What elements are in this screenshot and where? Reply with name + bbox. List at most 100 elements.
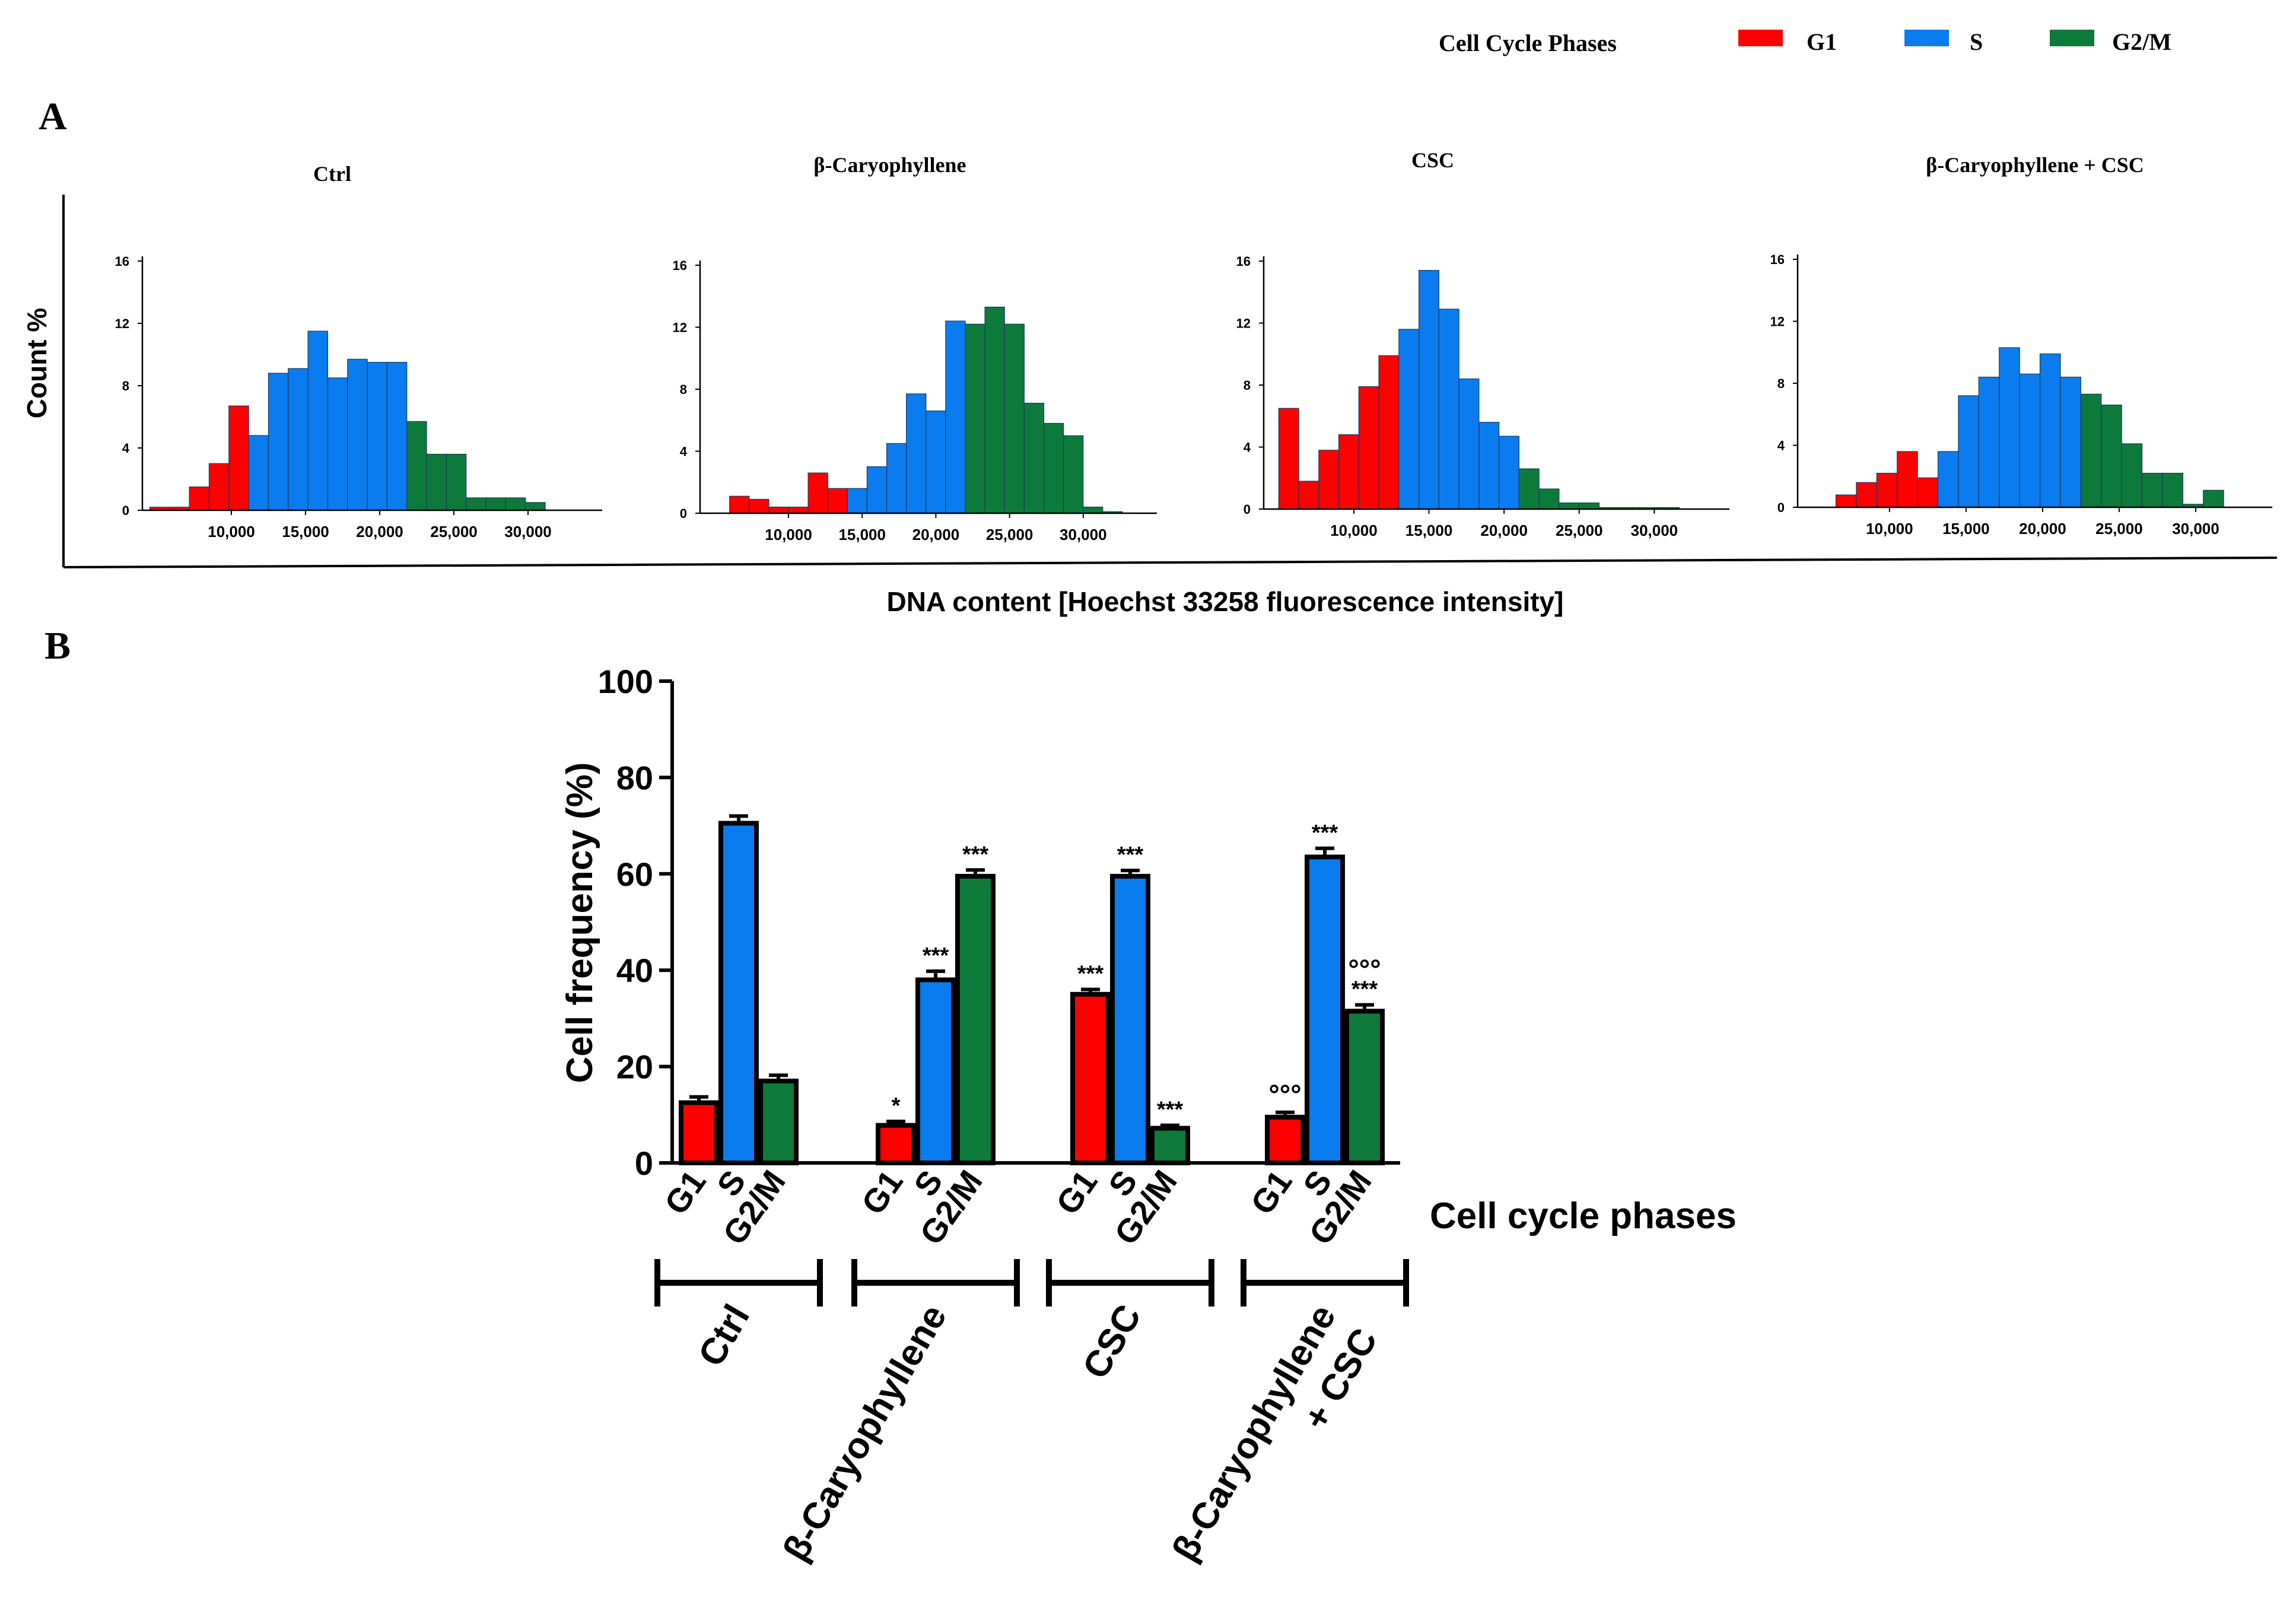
histogram-bar <box>446 453 467 511</box>
histogram-xtick-label: 20,000 <box>1480 522 1528 539</box>
bar-s <box>915 977 956 1165</box>
significance-mark-secondary: °°° <box>1348 954 1381 985</box>
significance-mark: *** <box>1117 843 1144 867</box>
histogram-bar <box>1023 402 1045 514</box>
histogram-ytick-label: 8 <box>1244 378 1251 393</box>
histogram-2: β-Caryophyllene 0 4 8 12 16 10,000 15,000 20,000… <box>673 153 1157 543</box>
bar-g1 <box>1070 991 1111 1166</box>
histogram-bar <box>729 495 750 514</box>
bar-ytick-label: 0 <box>635 1145 653 1182</box>
histogram-bar <box>347 358 368 511</box>
panel-b-letter: B <box>44 624 71 667</box>
histogram-bar <box>827 488 848 514</box>
significance-mark: *** <box>1077 962 1104 987</box>
histogram-bar <box>1398 329 1420 510</box>
histogram-ytick-label: 16 <box>115 254 129 269</box>
phase-tick-label: G1 <box>1048 1164 1104 1221</box>
histogram-bar <box>1917 477 1939 508</box>
legend: Cell Cycle Phases G1 S G2/M <box>1439 28 2171 56</box>
significance-mark: *** <box>1312 821 1338 845</box>
histogram-xtick-label: 25,000 <box>1556 522 1603 539</box>
histogram-bar <box>1338 434 1359 510</box>
bar-chart-panel: 0 20 40 60 80 100 Cell frequency (%) Cell cycle… <box>559 663 1737 1568</box>
histogram-bar <box>866 466 888 514</box>
histogram-bar <box>2080 393 2102 508</box>
histogram-bar <box>1083 506 1104 514</box>
histogram-bar <box>1004 323 1025 514</box>
histogram-bar <box>1559 502 1580 510</box>
histogram-1: Ctrl 0 4 8 12 16 10,000 15,000 20,000 25,000 30,00… <box>115 162 602 541</box>
group-label: CSC <box>1075 1298 1149 1386</box>
bar-s <box>718 821 759 1166</box>
histogram-bar <box>2203 489 2224 508</box>
legend-swatch-g2m <box>2050 30 2094 46</box>
histogram-bar <box>807 472 828 514</box>
legend-swatch-g1 <box>1738 30 1783 46</box>
histogram-xtick-label: 25,000 <box>430 523 478 541</box>
histogram-bar <box>768 506 789 514</box>
bar-group: *G1***S***G2/Mβ-Caryophyllene <box>775 842 1020 1568</box>
phase-tick-label: G1 <box>854 1164 910 1221</box>
histogram-bar <box>248 435 269 511</box>
histogram-ytick-label: 8 <box>122 379 129 393</box>
histogram-bar <box>1318 450 1340 510</box>
histogram-bar <box>1999 347 2020 508</box>
histogram-bar <box>2162 472 2183 508</box>
histogram-bar <box>2019 373 2041 508</box>
histogram-bar <box>1579 502 1600 510</box>
group-label: β-Caryophyllene <box>1164 1298 1344 1568</box>
bar-ytick-label: 20 <box>616 1048 653 1086</box>
histogram-xtick-label: 25,000 <box>986 526 1033 543</box>
histogram-ytick-label: 16 <box>1236 254 1251 269</box>
histogram-bar <box>906 393 927 514</box>
histogram-bar <box>1458 378 1480 510</box>
legend-swatch-s <box>1904 30 1949 46</box>
histogram-bar <box>1419 270 1439 510</box>
histogram-bar <box>466 497 486 511</box>
histogram-3: CSC 0 4 8 12 16 10,000 15,000 20,000 25,000 30,000 <box>1236 148 1729 539</box>
histogram-bar <box>485 497 506 511</box>
histogram-xtick-label: 20,000 <box>356 523 403 541</box>
histogram-bar <box>1438 309 1459 510</box>
histogram-bar <box>1518 468 1540 510</box>
phase-tick-label: G1 <box>1243 1164 1299 1221</box>
histogram-bar <box>406 421 427 511</box>
histogram-xtick-label: 10,000 <box>208 523 255 541</box>
histogram-xtick-label: 25,000 <box>2095 520 2143 538</box>
histogram-xtick-label: 30,000 <box>2172 520 2219 538</box>
histogram-bar <box>208 463 230 511</box>
histogram-title: β-Caryophyllene + CSC <box>1926 153 2144 177</box>
histogram-bar <box>426 453 447 511</box>
histogram-bar <box>788 506 809 514</box>
significance-mark: *** <box>923 943 949 968</box>
histogram-bar <box>2060 376 2081 508</box>
histogram-title: CSC <box>1411 148 1454 172</box>
histogram-bar <box>1876 472 1898 508</box>
bar-s <box>1305 854 1345 1165</box>
significance-mark: *** <box>1351 977 1378 1002</box>
bar-ytick-label: 40 <box>616 952 653 989</box>
group-label: β-Caryophyllene <box>775 1298 955 1568</box>
legend-title: Cell Cycle Phases <box>1439 30 1617 56</box>
histogram-bar <box>1856 482 1877 508</box>
histogram-bar <box>1499 436 1519 510</box>
bar-ylabel: Cell frequency (%) <box>559 762 600 1083</box>
histogram-ytick-label: 4 <box>1777 438 1785 453</box>
histogram-bar <box>1063 435 1084 514</box>
histogram-bar <box>945 320 966 514</box>
legend-label-g2m: G2/M <box>2112 28 2171 55</box>
histogram-ytick-label: 8 <box>1777 376 1785 391</box>
histogram-bar <box>228 405 249 511</box>
histogram-ytick-label: 12 <box>115 316 129 331</box>
histogram-bar <box>2141 472 2163 508</box>
histogram-ytick-label: 0 <box>122 503 129 518</box>
histogram-ytick-label: 4 <box>1244 440 1251 455</box>
significance-mark: * <box>892 1093 901 1118</box>
panel-a-frame <box>62 195 2278 568</box>
bar-ytick-label: 100 <box>598 663 653 700</box>
histogram-bar <box>327 377 348 511</box>
histogram-ytick-label: 0 <box>680 506 687 521</box>
bar-group: °°°G1***S***°°°G2/Mβ-Caryophyllene+ CSC <box>1164 821 1409 1568</box>
